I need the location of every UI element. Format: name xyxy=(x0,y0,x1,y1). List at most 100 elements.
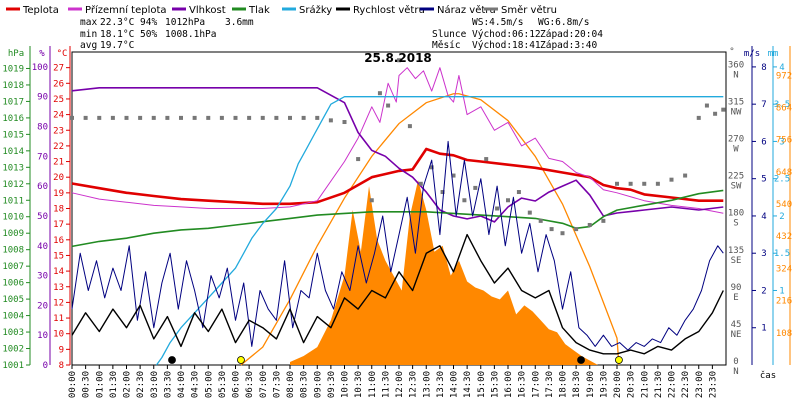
direction-deg-label: 315 xyxy=(728,98,744,108)
legend-label: Náraz větru xyxy=(437,4,496,16)
legend-label: Srážky xyxy=(299,4,332,16)
direction-dir-label: W xyxy=(733,145,739,155)
stat-sun-set: Západ:20:04 xyxy=(540,29,603,40)
wind-direction-point xyxy=(418,181,423,186)
temperature-tick-label: 10 xyxy=(53,330,64,340)
sunrise-marker xyxy=(237,356,245,364)
wind-tick-label: 2 xyxy=(761,286,766,296)
wind-tick-label: 8 xyxy=(761,63,766,73)
stat-avg-temp: 19.7°C xyxy=(100,40,134,51)
temperature-tick-label: 25 xyxy=(53,95,64,105)
x-tick-label: 05:30 xyxy=(218,371,228,398)
wind-direction-point xyxy=(683,173,688,178)
x-tick-label: 23:00 xyxy=(695,371,705,398)
temperature-tick-label: 27 xyxy=(53,64,64,74)
sunset-marker xyxy=(615,356,623,364)
x-tick-label: 00:30 xyxy=(82,371,92,398)
temperature-tick-label: 12 xyxy=(53,298,64,308)
legend-label: Tlak xyxy=(248,5,270,16)
wind-direction-point xyxy=(315,115,320,120)
pressure-tick-label: 1007 xyxy=(2,262,24,272)
wind-direction-point xyxy=(233,115,238,120)
pressure-tick-label: 1018 xyxy=(2,81,24,91)
rain-tick-label: 3 xyxy=(779,137,784,147)
direction-dir-label: SE xyxy=(731,256,742,266)
temperature-tick-label: 26 xyxy=(53,79,64,89)
solar-tick-label: 648 xyxy=(776,168,792,178)
series-line xyxy=(71,87,724,223)
direction-unit: ° xyxy=(729,47,734,57)
wind-direction-point xyxy=(628,181,633,186)
temperature-tick-label: 18 xyxy=(53,205,64,215)
stat-sun-rise: Východ:06:12 xyxy=(472,29,541,40)
x-tick-label: 16:00 xyxy=(504,371,514,398)
wind-direction-point xyxy=(247,115,252,120)
direction-dir-label: NW xyxy=(731,108,742,118)
pressure-tick-label: 1002 xyxy=(2,345,24,355)
legend-label: Rychlost větru xyxy=(353,4,425,16)
rain-unit: mm xyxy=(768,49,779,59)
humidity-tick-label: 60 xyxy=(37,182,48,192)
rain-tick-label: 1 xyxy=(779,286,784,296)
wind-direction-point xyxy=(704,103,709,108)
temperature-tick-label: 15 xyxy=(53,251,64,261)
pressure-tick-label: 1006 xyxy=(2,279,24,289)
wind-direction-point xyxy=(260,115,265,120)
rain-tick-label: 2.5 xyxy=(774,175,790,185)
pressure-tick-label: 1016 xyxy=(2,114,24,124)
wind-direction-point xyxy=(369,198,374,203)
wind-direction-point xyxy=(495,206,500,211)
direction-deg-label: 180 xyxy=(728,209,744,219)
pressure-unit: hPa xyxy=(8,49,24,59)
x-tick-label: 17:00 xyxy=(531,371,541,398)
x-tick-label: 06:30 xyxy=(245,371,255,398)
wind-tick-label: 4 xyxy=(761,212,766,222)
direction-dir-label: S xyxy=(733,219,738,229)
wind-direction-point xyxy=(328,118,333,123)
temperature-tick-label: 16 xyxy=(53,236,64,246)
humidity-tick-label: 80 xyxy=(37,123,48,133)
wind-direction-point xyxy=(342,120,347,125)
pressure-tick-label: 1012 xyxy=(2,180,24,190)
wind-direction-point xyxy=(288,115,292,120)
solar-radiation-area xyxy=(290,180,598,365)
wind-direction-point xyxy=(669,177,674,182)
stat-max-temp: 22.3°C xyxy=(100,17,134,28)
x-tick-label: 02:30 xyxy=(136,371,146,398)
wind-direction-point xyxy=(574,227,579,232)
humidity-tick-label: 70 xyxy=(37,152,48,162)
stat-min-temp: 18.1°C xyxy=(100,29,134,40)
wind-direction-point xyxy=(538,218,543,223)
wind-direction-point xyxy=(165,115,170,120)
x-tick-label: 17:30 xyxy=(545,371,555,398)
pressure-tick-label: 1008 xyxy=(2,246,24,256)
temperature-tick-label: 11 xyxy=(53,314,64,324)
pressure-tick-label: 1011 xyxy=(2,196,24,206)
wind-direction-point xyxy=(301,115,306,120)
wind-direction-point xyxy=(138,115,143,120)
chart-title: 25.8.2018 xyxy=(364,51,432,65)
series-line xyxy=(71,147,724,206)
legend-label: Směr větru xyxy=(501,4,557,16)
stat-min-press: 1008.1hPa xyxy=(165,29,216,40)
x-tick-label: 07:30 xyxy=(272,371,282,398)
pressure-tick-label: 1009 xyxy=(2,229,24,239)
x-tick-label: 12:00 xyxy=(395,371,405,398)
series-line xyxy=(71,67,724,214)
pressure-tick-label: 1010 xyxy=(2,213,24,223)
solar-tick-label: 864 xyxy=(776,103,792,113)
stat-max-label: max xyxy=(80,17,97,28)
humidity-tick-label: 100 xyxy=(32,63,48,73)
direction-deg-label: 45 xyxy=(731,320,742,330)
series-line xyxy=(71,189,724,248)
temperature-tick-label: 8 xyxy=(59,361,64,371)
legend: Teplota Přízemní teplota Vlhkost Tlak Srážky… xyxy=(6,4,557,16)
wind-direction-point xyxy=(642,181,647,186)
x-tick-label: 04:30 xyxy=(191,371,201,398)
stat-max-rain: 3.6mm xyxy=(225,17,254,28)
wind-direction-point xyxy=(655,181,660,186)
wind-direction-point xyxy=(83,115,88,120)
x-tick-label: 10:00 xyxy=(341,371,351,398)
stat-avg-label: avg xyxy=(80,40,97,51)
legend-label: Teplota xyxy=(22,5,59,16)
